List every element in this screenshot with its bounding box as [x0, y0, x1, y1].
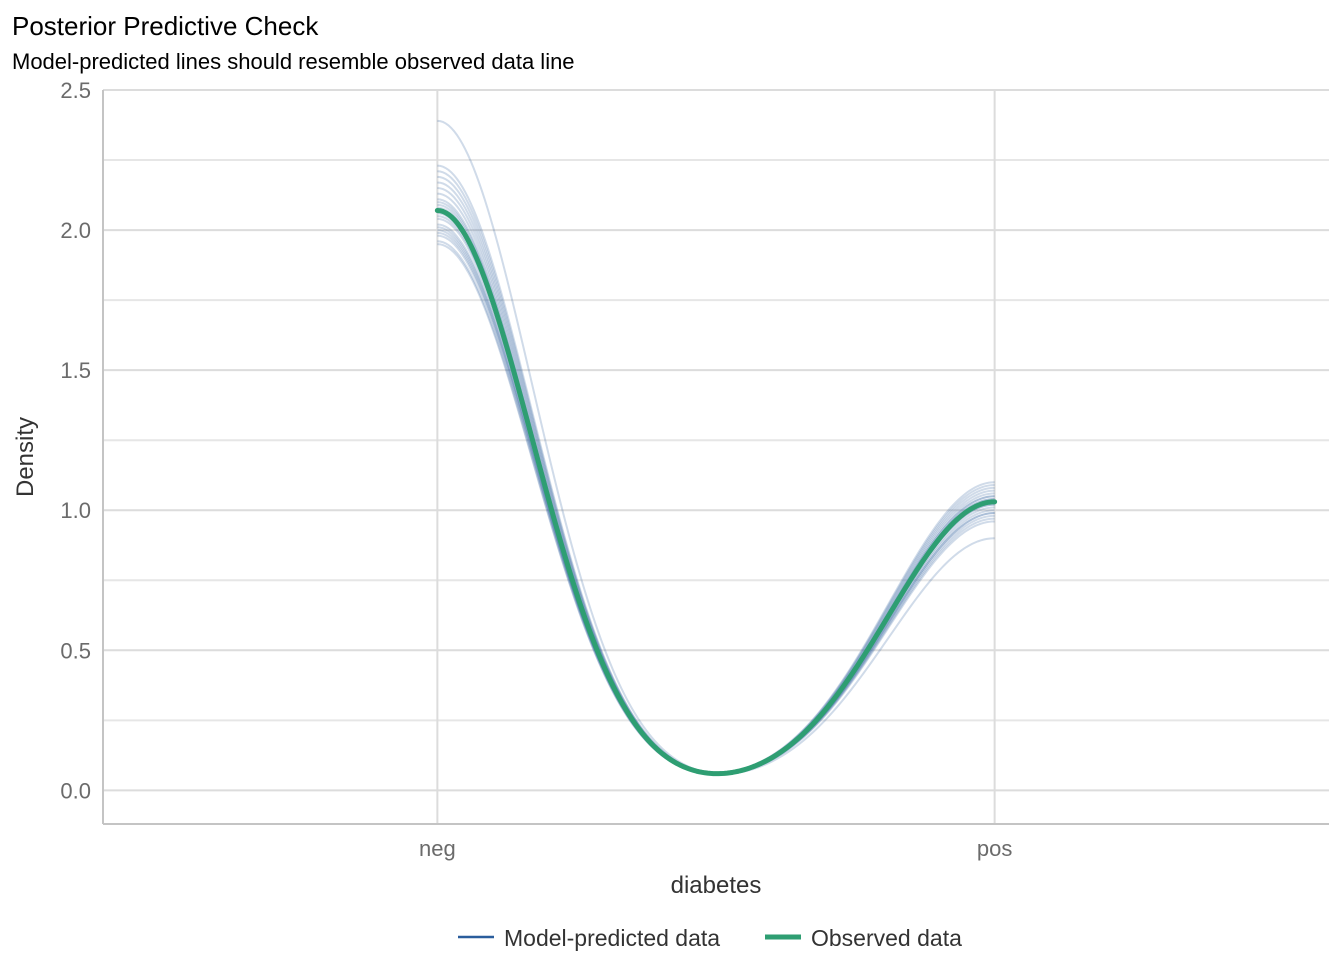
model-predicted-line: [437, 240, 995, 776]
model-predicted-line: [437, 217, 995, 775]
y-tick-label: 2.0: [60, 218, 91, 243]
model-predicted-line: [437, 206, 995, 775]
model-predicted-line: [437, 231, 995, 776]
model-predicted-line: [437, 192, 995, 775]
model-predicted-line: [437, 226, 995, 776]
model-predicted-line: [437, 198, 995, 775]
model-predicted-line: [437, 164, 995, 774]
grid-lines: [103, 89, 1329, 824]
model-predicted-line: [437, 229, 995, 776]
x-tick-label: neg: [419, 836, 456, 861]
model-predicted-line: [437, 223, 995, 776]
legend-label-observed: Observed data: [811, 925, 962, 951]
y-tick-label: 0.5: [60, 638, 91, 663]
observed-lines: [434, 207, 998, 777]
y-axis-title: Density: [12, 417, 39, 497]
tick-labels: 0.0 0.5 1.0 1.5 2.0 2.5 neg pos: [60, 78, 1012, 861]
observed-data-line: [434, 207, 998, 777]
y-tick-label: 1.0: [60, 498, 91, 523]
model-predicted-line: [437, 201, 995, 775]
model-predicted-line: [437, 212, 995, 775]
model-predicted-line: [437, 203, 995, 775]
x-tick-label: pos: [977, 836, 1012, 861]
chart-subtitle: Model-predicted lines should resemble ob…: [12, 49, 575, 74]
model-predicted-line: [437, 175, 995, 774]
legend-label-model-predicted: Model-predicted data: [504, 925, 720, 951]
legend: Model-predicted data Observed data: [458, 925, 962, 951]
x-axis-title: diabetes: [671, 872, 762, 899]
chart-title: Posterior Predictive Check: [12, 11, 319, 41]
y-tick-label: 0.0: [60, 778, 91, 803]
model-predicted-lines: [437, 119, 995, 776]
model-predicted-line: [437, 181, 995, 774]
model-predicted-line: [437, 170, 995, 774]
model-predicted-line: [437, 234, 995, 776]
y-tick-label: 1.5: [60, 358, 91, 383]
axes: [102, 90, 1329, 825]
y-tick-label: 2.5: [60, 78, 91, 103]
model-predicted-line: [437, 119, 995, 775]
model-predicted-line: [437, 187, 995, 775]
